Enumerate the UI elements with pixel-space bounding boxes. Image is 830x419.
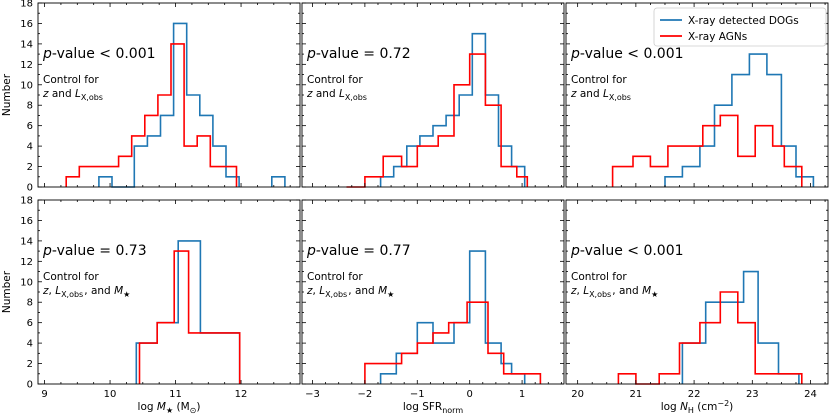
histogram-agn-series [65,43,238,187]
p-value-label: p-value = 0.73 [42,243,147,259]
x-tick-label: 10 [104,389,117,400]
y-axis-label: Number [1,270,13,313]
histogram-agn-series [138,250,241,384]
x-tick-label: 20 [571,389,584,400]
histogram-agn-series [611,114,803,187]
x-tick-label: −2 [358,389,373,400]
legend-entry: X-ray AGNs [688,31,747,43]
p-value-label: p-value = 0.77 [306,243,411,259]
x-tick-label: 11 [169,389,182,400]
p-value-label: p-value < 0.001 [570,243,684,259]
y-tick-label: 12 [20,60,33,71]
x-axis-label: log SFRnorm [403,401,463,415]
x-tick-label: 22 [688,389,701,400]
y-tick-label: 4 [27,142,33,153]
y-tick-label: 10 [20,80,33,91]
p-value-label: p-value < 0.001 [570,46,684,62]
x-axis-label: log M★ (M⊙) [138,401,201,415]
y-tick-label: 16 [20,19,33,30]
y-tick-label: 6 [27,318,33,329]
control-label: Control for [571,271,627,283]
y-tick-label: 14 [20,236,33,247]
legend: X-ray detected DOGs X-ray AGNs [653,7,827,47]
y-tick-label: 2 [27,359,33,370]
y-tick-label: 12 [20,257,33,268]
panel-0-0: 0 2 4 6 8 10 12 14 16 18 p-value < 0.001 Control fo… [20,0,301,194]
histogram-agn-series [617,291,803,385]
legend-entry: X-ray detected DOGs [688,15,799,27]
control-label: z and LX,obs [42,88,104,102]
x-tick-label: 0 [466,389,472,400]
y-tick-label: 6 [27,121,33,132]
control-label: Control for [307,271,363,283]
y-tick-label: 16 [20,216,33,227]
panel-0-1: p-value = 0.72 Control for z and LX,obs [301,2,565,188]
x-tick-label: 12 [235,389,248,400]
control-label: z, LX,obs , and M★ [306,285,395,299]
histogram-agn-series [364,301,542,384]
control-label: z, LX,obs , and M★ [570,285,659,299]
x-tick-label: −3 [305,389,320,400]
x-tick-label: −1 [410,389,425,400]
x-tick-label: 21 [629,389,642,400]
y-tick-label: 10 [20,277,33,288]
control-label: Control for [307,74,363,86]
y-axis-label: Number [1,73,13,116]
y-tick-label: 2 [27,162,33,173]
histogram-dog-series [664,53,815,187]
y-tick-label: 8 [27,101,33,112]
control-label: Control for [43,271,99,283]
control-label: Control for [571,74,627,86]
control-label: z and LX,obs [306,88,368,102]
panel-1-0: 0 2 4 6 8 10 12 14 16 18 9 10 11 12 p-value = 0.73 Cont… [20,196,301,400]
p-value-label: p-value = 0.72 [306,46,411,62]
panel-0-2: p-value < 0.001 Control for z and LX,obs [565,2,829,188]
control-label: Control for [43,74,99,86]
p-value-label: p-value < 0.001 [42,46,156,62]
x-tick-label: 9 [41,389,47,400]
panel-1-1: −3 −2 −1 0 1 p-value = 0.77 Control for z, LX,o… [301,199,565,400]
y-tick-label: 8 [27,298,33,309]
y-tick-label: 4 [27,339,33,350]
y-tick-label: 18 [20,0,33,10]
x-axis-label: log NH (cm−2) [661,399,734,415]
x-tick-label: 1 [519,389,525,400]
x-tick-label: 23 [746,389,759,400]
legend-box [653,7,827,47]
histogram-agn-series [346,53,529,188]
panel-1-2: 20 21 22 23 24 p-value < 0.001 Control for z, L… [565,199,829,400]
control-label: z, LX,obs , and M★ [42,285,131,299]
histogram-dog-series [271,176,286,187]
y-tick-label: 18 [20,196,33,207]
control-label: z and LX,obs [570,88,632,102]
y-tick-label: 0 [27,183,33,194]
x-tick-label: 24 [804,389,817,400]
y-tick-label: 14 [20,39,33,50]
y-tick-label: 0 [27,380,33,391]
